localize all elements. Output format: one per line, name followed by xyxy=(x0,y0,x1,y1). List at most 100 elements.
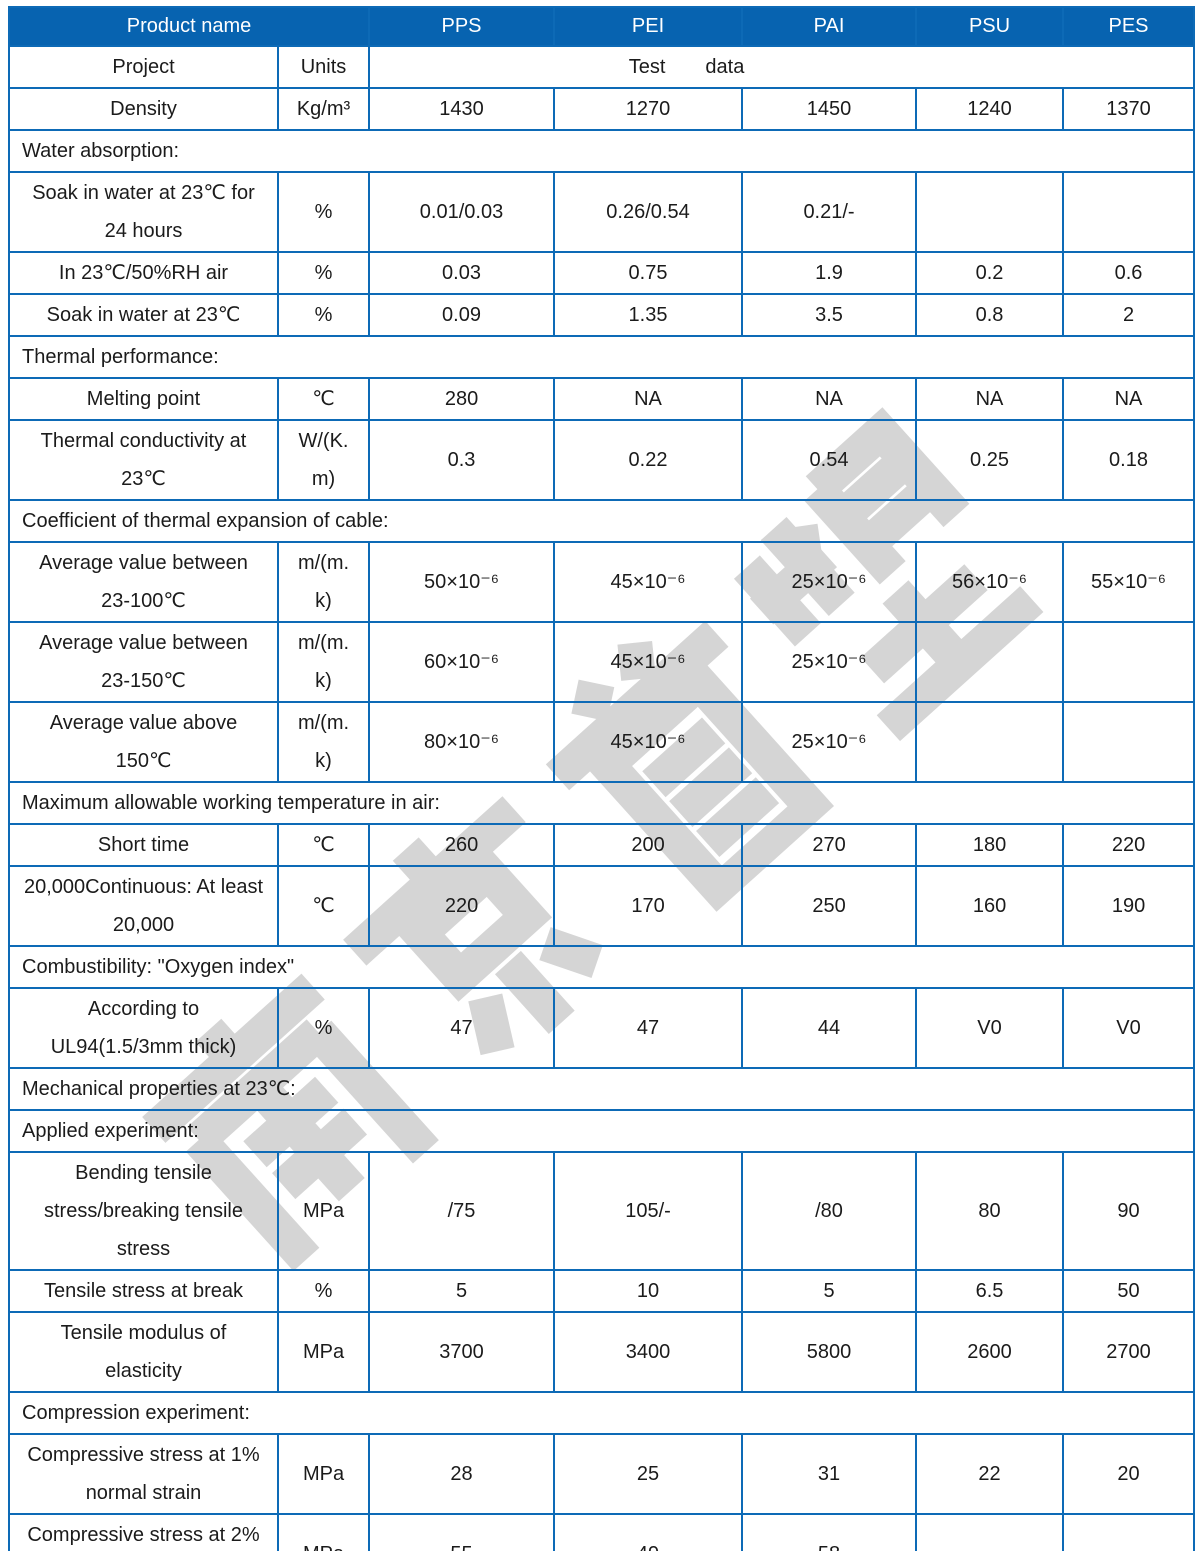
value-cell-psu: 80 xyxy=(915,1151,1065,1271)
section-row: Coefficient of thermal expansion of cabl… xyxy=(7,499,1196,543)
header-col-pei: PEI xyxy=(553,6,744,47)
section-label: Compression experiment: xyxy=(7,1391,1196,1435)
value-cell-pps: /75 xyxy=(368,1151,556,1271)
value-cell-pai: /80 xyxy=(741,1151,918,1271)
unit-cell: m/(m. k) xyxy=(276,541,371,623)
value-cell-pei: 25 xyxy=(553,1433,744,1515)
value-cell-pps: 260 xyxy=(368,823,556,867)
value-cell-pps: 3700 xyxy=(368,1311,556,1393)
value-cell-pps: 55 xyxy=(368,1513,556,1551)
value-cell-psu: 1240 xyxy=(915,87,1065,131)
value-cell-pai: 0.54 xyxy=(741,419,918,501)
value-cell-psu: 22 xyxy=(915,1433,1065,1515)
value-cell-pei: 45×10⁻⁶ xyxy=(553,621,744,703)
value-cell-pps: 28 xyxy=(368,1433,556,1515)
value-cell-pes: 90 xyxy=(1062,1151,1196,1271)
value-cell-pai: 44 xyxy=(741,987,918,1069)
value-cell-pes: 2 xyxy=(1062,293,1196,337)
data-row: Bending tensile stress/breaking tensile … xyxy=(8,1151,1196,1271)
value-cell-pps: 0.03 xyxy=(368,251,556,295)
value-cell-pei: 1270 xyxy=(553,87,744,131)
section-row: Maximum allowable working temperature in… xyxy=(7,781,1196,825)
unit-cell: % xyxy=(276,1269,371,1313)
value-cell-pai: 58 xyxy=(741,1513,918,1551)
value-cell-pai: 3.5 xyxy=(741,293,918,337)
section-row: Combustibility: "Oxygen index" xyxy=(7,945,1196,989)
value-cell-psu: 56×10⁻⁶ xyxy=(915,541,1065,623)
property-label: Soak in water at 23℃ for 24 hours xyxy=(8,171,279,253)
value-cell-pei: 0.22 xyxy=(553,419,744,501)
value-cell-pps: 1430 xyxy=(368,87,556,131)
unit-cell: % xyxy=(276,171,371,253)
test-data-wrap: Test data xyxy=(629,48,745,86)
value-cell-pes: 55×10⁻⁶ xyxy=(1062,541,1196,623)
section-row: Thermal performance: xyxy=(7,335,1196,379)
subheader-test-data: Test data xyxy=(368,45,1196,89)
test-label: Test xyxy=(628,56,666,78)
property-label: Average value above 150℃ xyxy=(8,701,279,783)
value-cell-psu: 0.2 xyxy=(915,251,1065,295)
property-label: Short time xyxy=(8,823,279,867)
unit-cell: ℃ xyxy=(276,377,371,421)
header-col-psu: PSU xyxy=(915,6,1065,47)
value-cell-pei: 105/- xyxy=(553,1151,744,1271)
unit-cell: MPa xyxy=(276,1513,371,1551)
value-cell-pes: 190 xyxy=(1062,865,1196,947)
header-product-name: Product name xyxy=(7,6,371,47)
value-cell-psu xyxy=(915,171,1065,253)
value-cell-pps: 47 xyxy=(368,987,556,1069)
value-cell-psu: NA xyxy=(915,377,1065,421)
value-cell-psu xyxy=(915,621,1065,703)
unit-cell: ℃ xyxy=(276,865,371,947)
property-label: Melting point xyxy=(8,377,279,421)
value-cell-pes: 0.18 xyxy=(1062,419,1196,501)
data-row: According to UL94(1.5/3mm thick)% 47 47 44 V… xyxy=(8,987,1196,1069)
value-cell-pps: 220 xyxy=(368,865,556,947)
value-cell-pei: NA xyxy=(553,377,744,421)
section-label: Water absorption: xyxy=(7,129,1196,173)
property-label: Average value between 23-100℃ xyxy=(8,541,279,623)
value-cell-pei: 45×10⁻⁶ xyxy=(553,541,744,623)
value-cell-pes: 50 xyxy=(1062,1269,1196,1313)
property-label: Bending tensile stress/breaking tensile … xyxy=(8,1151,279,1271)
property-label: 20,000Continuous: At least 20,000 xyxy=(8,865,279,947)
value-cell-psu: 180 xyxy=(915,823,1065,867)
unit-cell: ℃ xyxy=(276,823,371,867)
section-row: Compression experiment: xyxy=(7,1391,1196,1435)
property-label: Thermal conductivity at 23℃ xyxy=(8,419,279,501)
value-cell-pps: 60×10⁻⁶ xyxy=(368,621,556,703)
property-label: Tensile stress at break xyxy=(8,1269,279,1313)
value-cell-pai: 31 xyxy=(741,1433,918,1515)
section-label: Applied experiment: xyxy=(7,1109,1196,1153)
value-cell-pps: 0.09 xyxy=(368,293,556,337)
value-cell-pai: 25×10⁻⁶ xyxy=(741,541,918,623)
value-cell-pps: 0.01/0.03 xyxy=(368,171,556,253)
value-cell-pes: 20 xyxy=(1062,1433,1196,1515)
value-cell-pes: 1370 xyxy=(1062,87,1196,131)
property-label: Compressive stress at 2% normal strain xyxy=(8,1513,279,1551)
subheader-row: Project Units Test data xyxy=(8,45,1196,89)
value-cell-pes: V0 xyxy=(1062,987,1196,1069)
section-row: Mechanical properties at 23℃: xyxy=(7,1067,1196,1111)
section-row: Water absorption: xyxy=(7,129,1196,173)
property-label: Density xyxy=(8,87,279,131)
value-cell-pps: 280 xyxy=(368,377,556,421)
value-cell-pai: NA xyxy=(741,377,918,421)
value-cell-pps: 0.3 xyxy=(368,419,556,501)
unit-cell: W/(K. m) xyxy=(276,419,371,501)
value-cell-pai: 0.21/- xyxy=(741,171,918,253)
value-cell-psu: 0.8 xyxy=(915,293,1065,337)
value-cell-pai: 250 xyxy=(741,865,918,947)
value-cell-pes xyxy=(1062,1513,1196,1551)
value-cell-pes: 220 xyxy=(1062,823,1196,867)
value-cell-psu: 0.25 xyxy=(915,419,1065,501)
data-row: Soak in water at 23℃% 0.09 1.35 3.5 0.8 2 xyxy=(8,293,1196,337)
unit-cell: MPa xyxy=(276,1151,371,1271)
property-label: Tensile modulus of elasticity xyxy=(8,1311,279,1393)
value-cell-pes: NA xyxy=(1062,377,1196,421)
data-row: Soak in water at 23℃ for 24 hours% 0.01/0… xyxy=(8,171,1196,253)
value-cell-psu xyxy=(915,701,1065,783)
value-cell-pei: 3400 xyxy=(553,1311,744,1393)
data-row: Compressive stress at 1% normal strain MP… xyxy=(8,1433,1196,1515)
